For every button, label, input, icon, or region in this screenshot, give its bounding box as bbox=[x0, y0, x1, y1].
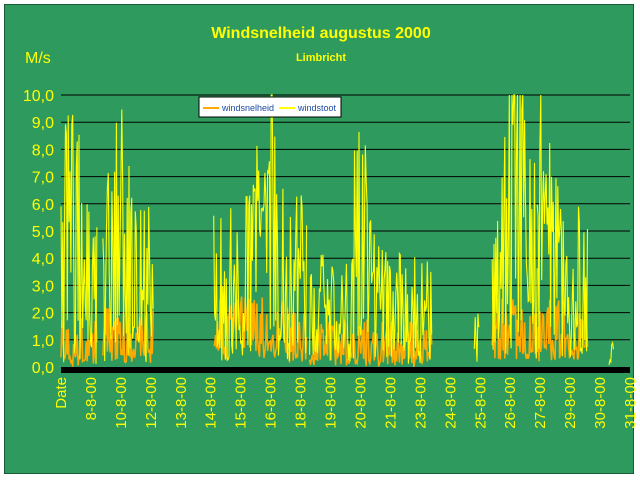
legend-label-windstoot: windstoot bbox=[297, 103, 337, 113]
series-line-windstoot bbox=[491, 94, 538, 359]
series-line-windstoot bbox=[213, 94, 289, 362]
chart-svg: Windsnelheid augustus 2000 Limbricht M/s… bbox=[23, 25, 635, 429]
x-tick-label: Date bbox=[53, 377, 70, 409]
x-tick-label: 12-8-00 bbox=[143, 377, 160, 429]
y-tick-label: 2,0 bbox=[32, 306, 54, 323]
legend-label-windsnelheid: windsnelheid bbox=[221, 103, 274, 113]
series-windstoot bbox=[60, 94, 615, 366]
x-tick-label: 24-8-00 bbox=[442, 377, 459, 429]
x-tick-label: 13-8-00 bbox=[173, 377, 190, 429]
x-tick-label: 19-8-00 bbox=[323, 377, 340, 429]
series-line-windstoot bbox=[309, 131, 433, 364]
y-tick-label: 9,0 bbox=[32, 115, 54, 132]
series-line-windsnelheid bbox=[491, 298, 538, 360]
series-line-windstoot bbox=[60, 114, 98, 364]
x-tick-label: 18-8-00 bbox=[293, 377, 310, 429]
y-tick-label: 4,0 bbox=[32, 251, 54, 268]
y-tick-label: 6,0 bbox=[32, 197, 54, 214]
x-tick-label: 21-8-00 bbox=[382, 377, 399, 429]
x-tick-label: 27-8-00 bbox=[532, 377, 549, 429]
x-tick-label: 23-8-00 bbox=[412, 377, 429, 429]
x-tick-label: 30-8-00 bbox=[592, 377, 609, 429]
series-line-windstoot bbox=[536, 94, 589, 357]
y-tick-label: 1,0 bbox=[32, 333, 54, 350]
y-tick-label: 10,0 bbox=[23, 88, 54, 105]
x-tick-label: 29-8-00 bbox=[562, 377, 579, 429]
chart-title: Windsnelheid augustus 2000 bbox=[211, 25, 431, 42]
x-tick-label: 8-8-00 bbox=[83, 377, 100, 420]
legend: windsnelheid windstoot bbox=[198, 96, 342, 118]
x-tick-label: 16-8-00 bbox=[263, 377, 280, 429]
x-tick-labels: Date 8-8-00 10-8-00 12-8-00 13-8-00 14-8-00 15… bbox=[53, 377, 635, 429]
series-line-windstoot bbox=[102, 109, 154, 363]
x-tick-label: 31-8-00 bbox=[622, 377, 635, 429]
series-group bbox=[60, 94, 615, 368]
x-tick-label: 25-8-00 bbox=[472, 377, 489, 429]
y-tick-labels: 0,0 1,0 2,0 3,0 4,0 5,0 6,0 7,0 8,0 9,0 10,0 bbox=[23, 88, 54, 377]
x-tick-label: 26-8-00 bbox=[502, 377, 519, 429]
x-tick-label: 14-8-00 bbox=[203, 377, 220, 429]
x-tick-label: 20-8-00 bbox=[352, 377, 369, 429]
y-tick-label: 3,0 bbox=[32, 278, 54, 295]
y-tick-label: 8,0 bbox=[32, 142, 54, 159]
series-line-windsnelheid bbox=[287, 312, 308, 363]
x-axis-line bbox=[61, 367, 630, 373]
y-tick-label: 7,0 bbox=[32, 170, 54, 187]
chart-frame: Windsnelheid augustus 2000 Limbricht M/s… bbox=[4, 4, 635, 474]
x-tick-label: 10-8-00 bbox=[113, 377, 130, 429]
x-tick-label: 15-8-00 bbox=[233, 377, 250, 429]
y-tick-label: 5,0 bbox=[32, 224, 54, 241]
gridlines bbox=[61, 94, 630, 341]
series-line-windstoot bbox=[473, 313, 480, 362]
chart-subtitle: Limbricht bbox=[296, 52, 346, 64]
series-line-windstoot bbox=[288, 195, 308, 361]
y-axis-unit: M/s bbox=[25, 50, 51, 67]
series-line-windstoot bbox=[608, 340, 615, 366]
y-tick-label: 0,0 bbox=[32, 360, 54, 377]
legend-box bbox=[198, 96, 342, 118]
